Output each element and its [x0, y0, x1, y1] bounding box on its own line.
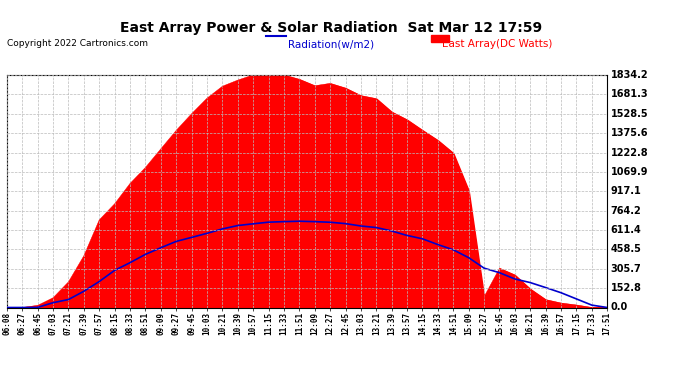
Text: East Array Power & Solar Radiation  Sat Mar 12 17:59: East Array Power & Solar Radiation Sat M…	[120, 21, 542, 34]
Text: 1222.8: 1222.8	[611, 147, 649, 158]
Text: Copyright 2022 Cartronics.com: Copyright 2022 Cartronics.com	[7, 39, 148, 48]
Text: 152.8: 152.8	[611, 283, 642, 293]
Text: East Array(DC Watts): East Array(DC Watts)	[442, 39, 552, 50]
Text: 458.5: 458.5	[611, 244, 642, 254]
Text: 764.2: 764.2	[611, 206, 642, 216]
Text: 305.7: 305.7	[611, 264, 642, 274]
Text: 611.4: 611.4	[611, 225, 642, 235]
Text: Radiation(w/m2): Radiation(w/m2)	[288, 39, 374, 50]
Text: 1375.6: 1375.6	[611, 128, 648, 138]
Text: 1834.2: 1834.2	[611, 70, 649, 80]
Text: 1528.5: 1528.5	[611, 109, 649, 119]
Text: 0.0: 0.0	[611, 303, 628, 312]
Text: 917.1: 917.1	[611, 186, 642, 196]
Text: 1681.3: 1681.3	[611, 89, 649, 99]
Text: 1069.9: 1069.9	[611, 167, 648, 177]
